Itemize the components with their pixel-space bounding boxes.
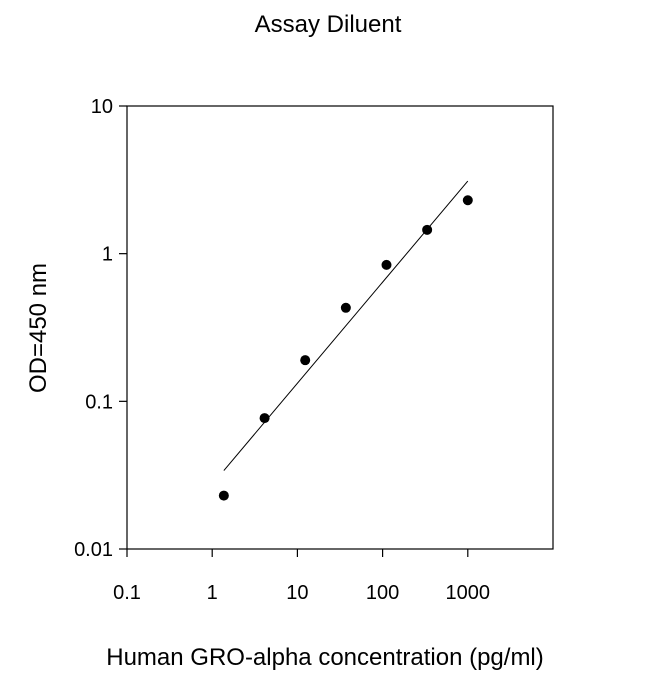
x-tick-label: 1000	[446, 582, 491, 604]
x-axis: 0.1 1 10 100 1000	[113, 549, 490, 604]
chart-title: Assay Diluent	[255, 11, 402, 38]
regression-line	[223, 180, 469, 471]
x-tick-label: 0.1	[113, 582, 141, 604]
y-tick-label: 0.1	[85, 391, 113, 413]
data-point	[462, 195, 473, 206]
y-axis-label: OD=450 nm	[25, 263, 52, 393]
y-tick-label: 0.01	[74, 539, 113, 561]
data-point	[422, 224, 433, 235]
x-tick-label: 10	[286, 582, 308, 604]
data-point	[259, 413, 270, 424]
data-point	[381, 259, 392, 270]
y-axis: 0.01 0.1 1 10	[74, 96, 127, 561]
x-tick-label: 100	[366, 582, 399, 604]
x-tick-label: 1	[207, 582, 218, 604]
data-point	[300, 355, 311, 366]
y-tick-label: 10	[91, 96, 113, 118]
y-tick-label: 1	[102, 244, 113, 266]
x-axis-label: Human GRO-alpha concentration (pg/ml)	[106, 644, 544, 671]
plot-frame	[126, 105, 554, 550]
data-points	[218, 195, 473, 501]
data-point	[340, 302, 351, 313]
data-point	[218, 490, 229, 501]
